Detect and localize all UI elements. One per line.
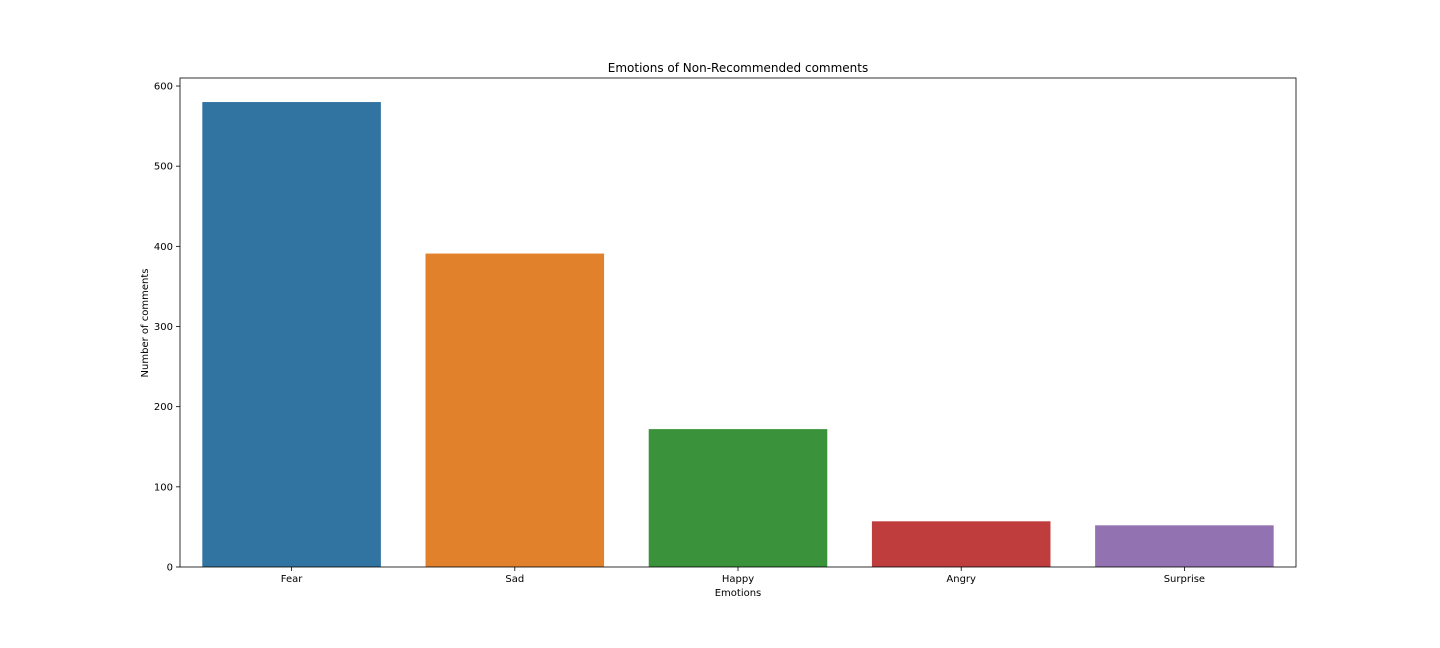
x-tick-label: Sad xyxy=(505,574,524,585)
y-tick-label: 200 xyxy=(154,402,173,413)
x-tick-label: Surprise xyxy=(1164,574,1205,585)
plot-frame xyxy=(179,77,1297,568)
x-tick-label: Angry xyxy=(946,574,976,585)
chart-title: Emotions of Non-Recommended comments xyxy=(608,61,868,75)
y-tick-label: 600 xyxy=(154,82,173,93)
x-tick-label: Fear xyxy=(281,574,303,585)
bars-group xyxy=(202,102,1274,567)
bar-happy xyxy=(648,429,828,567)
x-tick-label: Happy xyxy=(722,574,754,585)
y-axis-label: Number of comments xyxy=(140,269,151,378)
bar-angry xyxy=(871,521,1051,567)
bar-fear xyxy=(202,102,381,567)
x-axis-label: Emotions xyxy=(715,588,762,599)
y-tick-label: 0 xyxy=(167,563,173,574)
y-tick-label: 100 xyxy=(154,482,173,493)
y-tick-label: 300 xyxy=(154,322,173,333)
y-tick-label: 400 xyxy=(154,242,173,253)
bar-surprise xyxy=(1095,525,1274,567)
bar-sad xyxy=(425,253,605,567)
x-axis: Fear Sad Happy Angry Surprise xyxy=(281,567,1205,585)
y-tick-label: 500 xyxy=(154,162,173,173)
y-axis: 0 100 200 300 400 500 600 xyxy=(154,82,180,574)
